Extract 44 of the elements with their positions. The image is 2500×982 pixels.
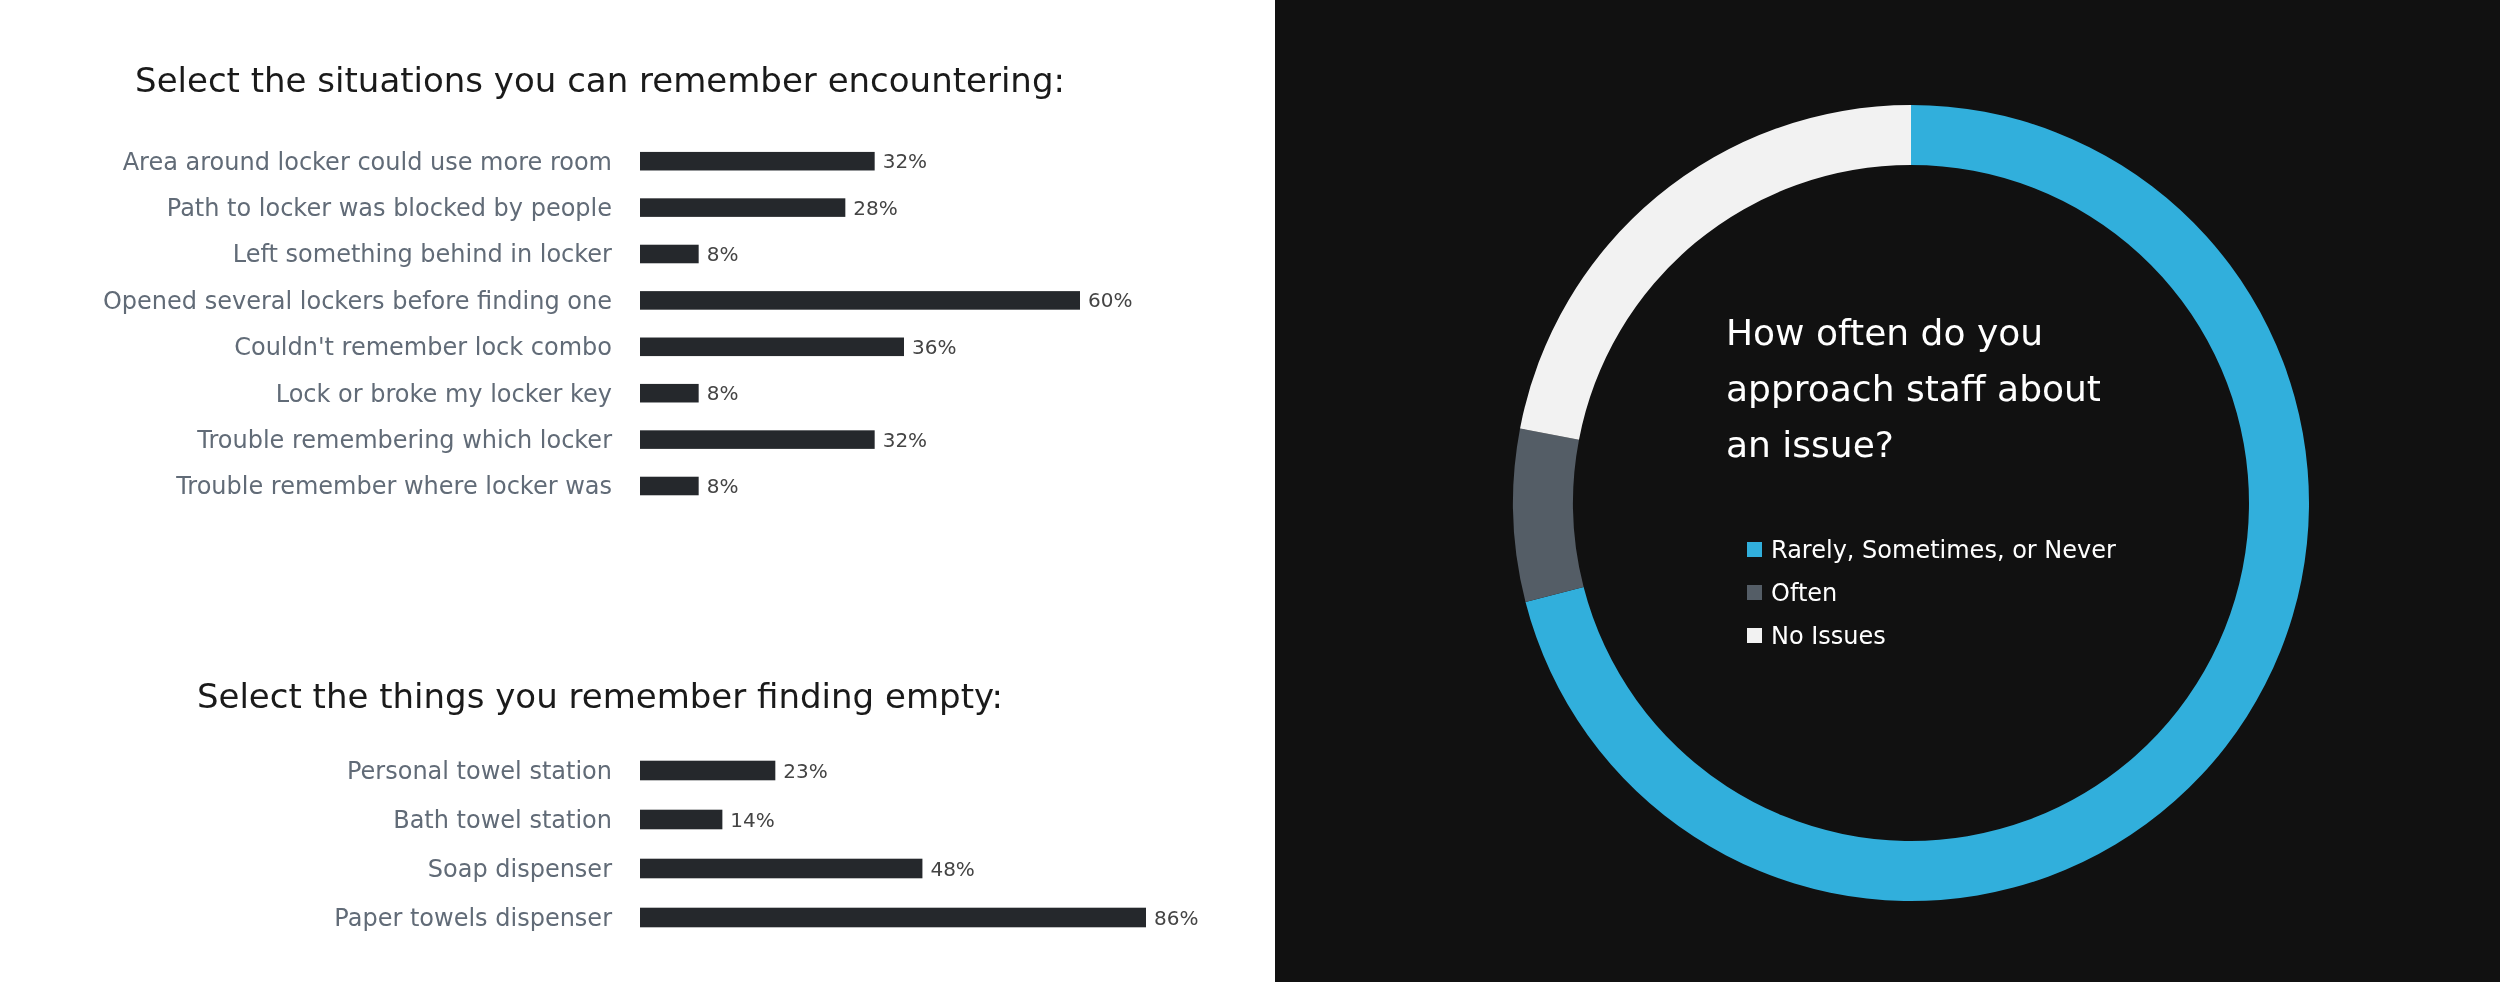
y-tick-label: Area around locker could use more room: [122, 147, 612, 176]
chart-title: Select the situations you can remember encountering:: [135, 60, 1065, 100]
bar: [640, 430, 875, 449]
bar: [640, 244, 699, 264]
y-tick-label: Personal towel station: [346, 756, 612, 785]
data-label: 32%: [882, 149, 928, 174]
data-label: 32%: [882, 427, 928, 452]
chart-title: Select the things you remember finding empty:: [196, 676, 1004, 716]
bar: [640, 907, 1146, 928]
y-tick-label: Lock or broke my locker key: [275, 379, 612, 408]
data-label: 48%: [930, 856, 975, 881]
y-tick-label: Trouble remember where locker was: [175, 472, 612, 501]
data-label: 23%: [783, 758, 828, 783]
data-label: 36%: [912, 334, 957, 359]
bar: [640, 291, 1080, 310]
y-tick-label: Couldn't remember lock combo: [234, 333, 612, 362]
bar: [640, 760, 776, 781]
bar: [640, 858, 923, 879]
y-tick-label: Trouble remembering which locker: [196, 426, 613, 454]
y-tick-label: Opened several lockers before finding one: [102, 286, 612, 315]
legend-label: No Issues: [1771, 622, 1886, 651]
y-tick-label: Soap dispenser: [427, 854, 613, 883]
data-label: 8%: [706, 381, 739, 406]
data-label: 60%: [1088, 288, 1133, 313]
data-label: 8%: [706, 474, 739, 498]
donut-slice: [1513, 428, 1584, 602]
data-label: 14%: [730, 807, 775, 832]
data-label: 28%: [853, 195, 898, 220]
legend-label: Rarely, Sometimes, or Never: [1771, 536, 2116, 565]
data-label: 8%: [706, 242, 739, 266]
data-label: 86%: [1154, 905, 1199, 930]
text: How often do you approach staff about an issue?: [1726, 312, 2101, 465]
bar: [640, 476, 699, 496]
bar: [640, 198, 846, 217]
legend-label: Often: [1771, 579, 1838, 608]
y-tick-label: Path to locker was blocked by people: [166, 194, 612, 222]
bar: [640, 151, 875, 171]
bar: [640, 383, 699, 403]
bar: [640, 809, 723, 830]
y-tick-label: Bath towel station: [393, 805, 612, 834]
y-tick-label: Left something behind in locker: [232, 240, 613, 269]
donut-slice: [1525, 105, 2309, 901]
y-tick-label: Paper towels dispenser: [334, 903, 613, 932]
bar: [640, 337, 904, 357]
